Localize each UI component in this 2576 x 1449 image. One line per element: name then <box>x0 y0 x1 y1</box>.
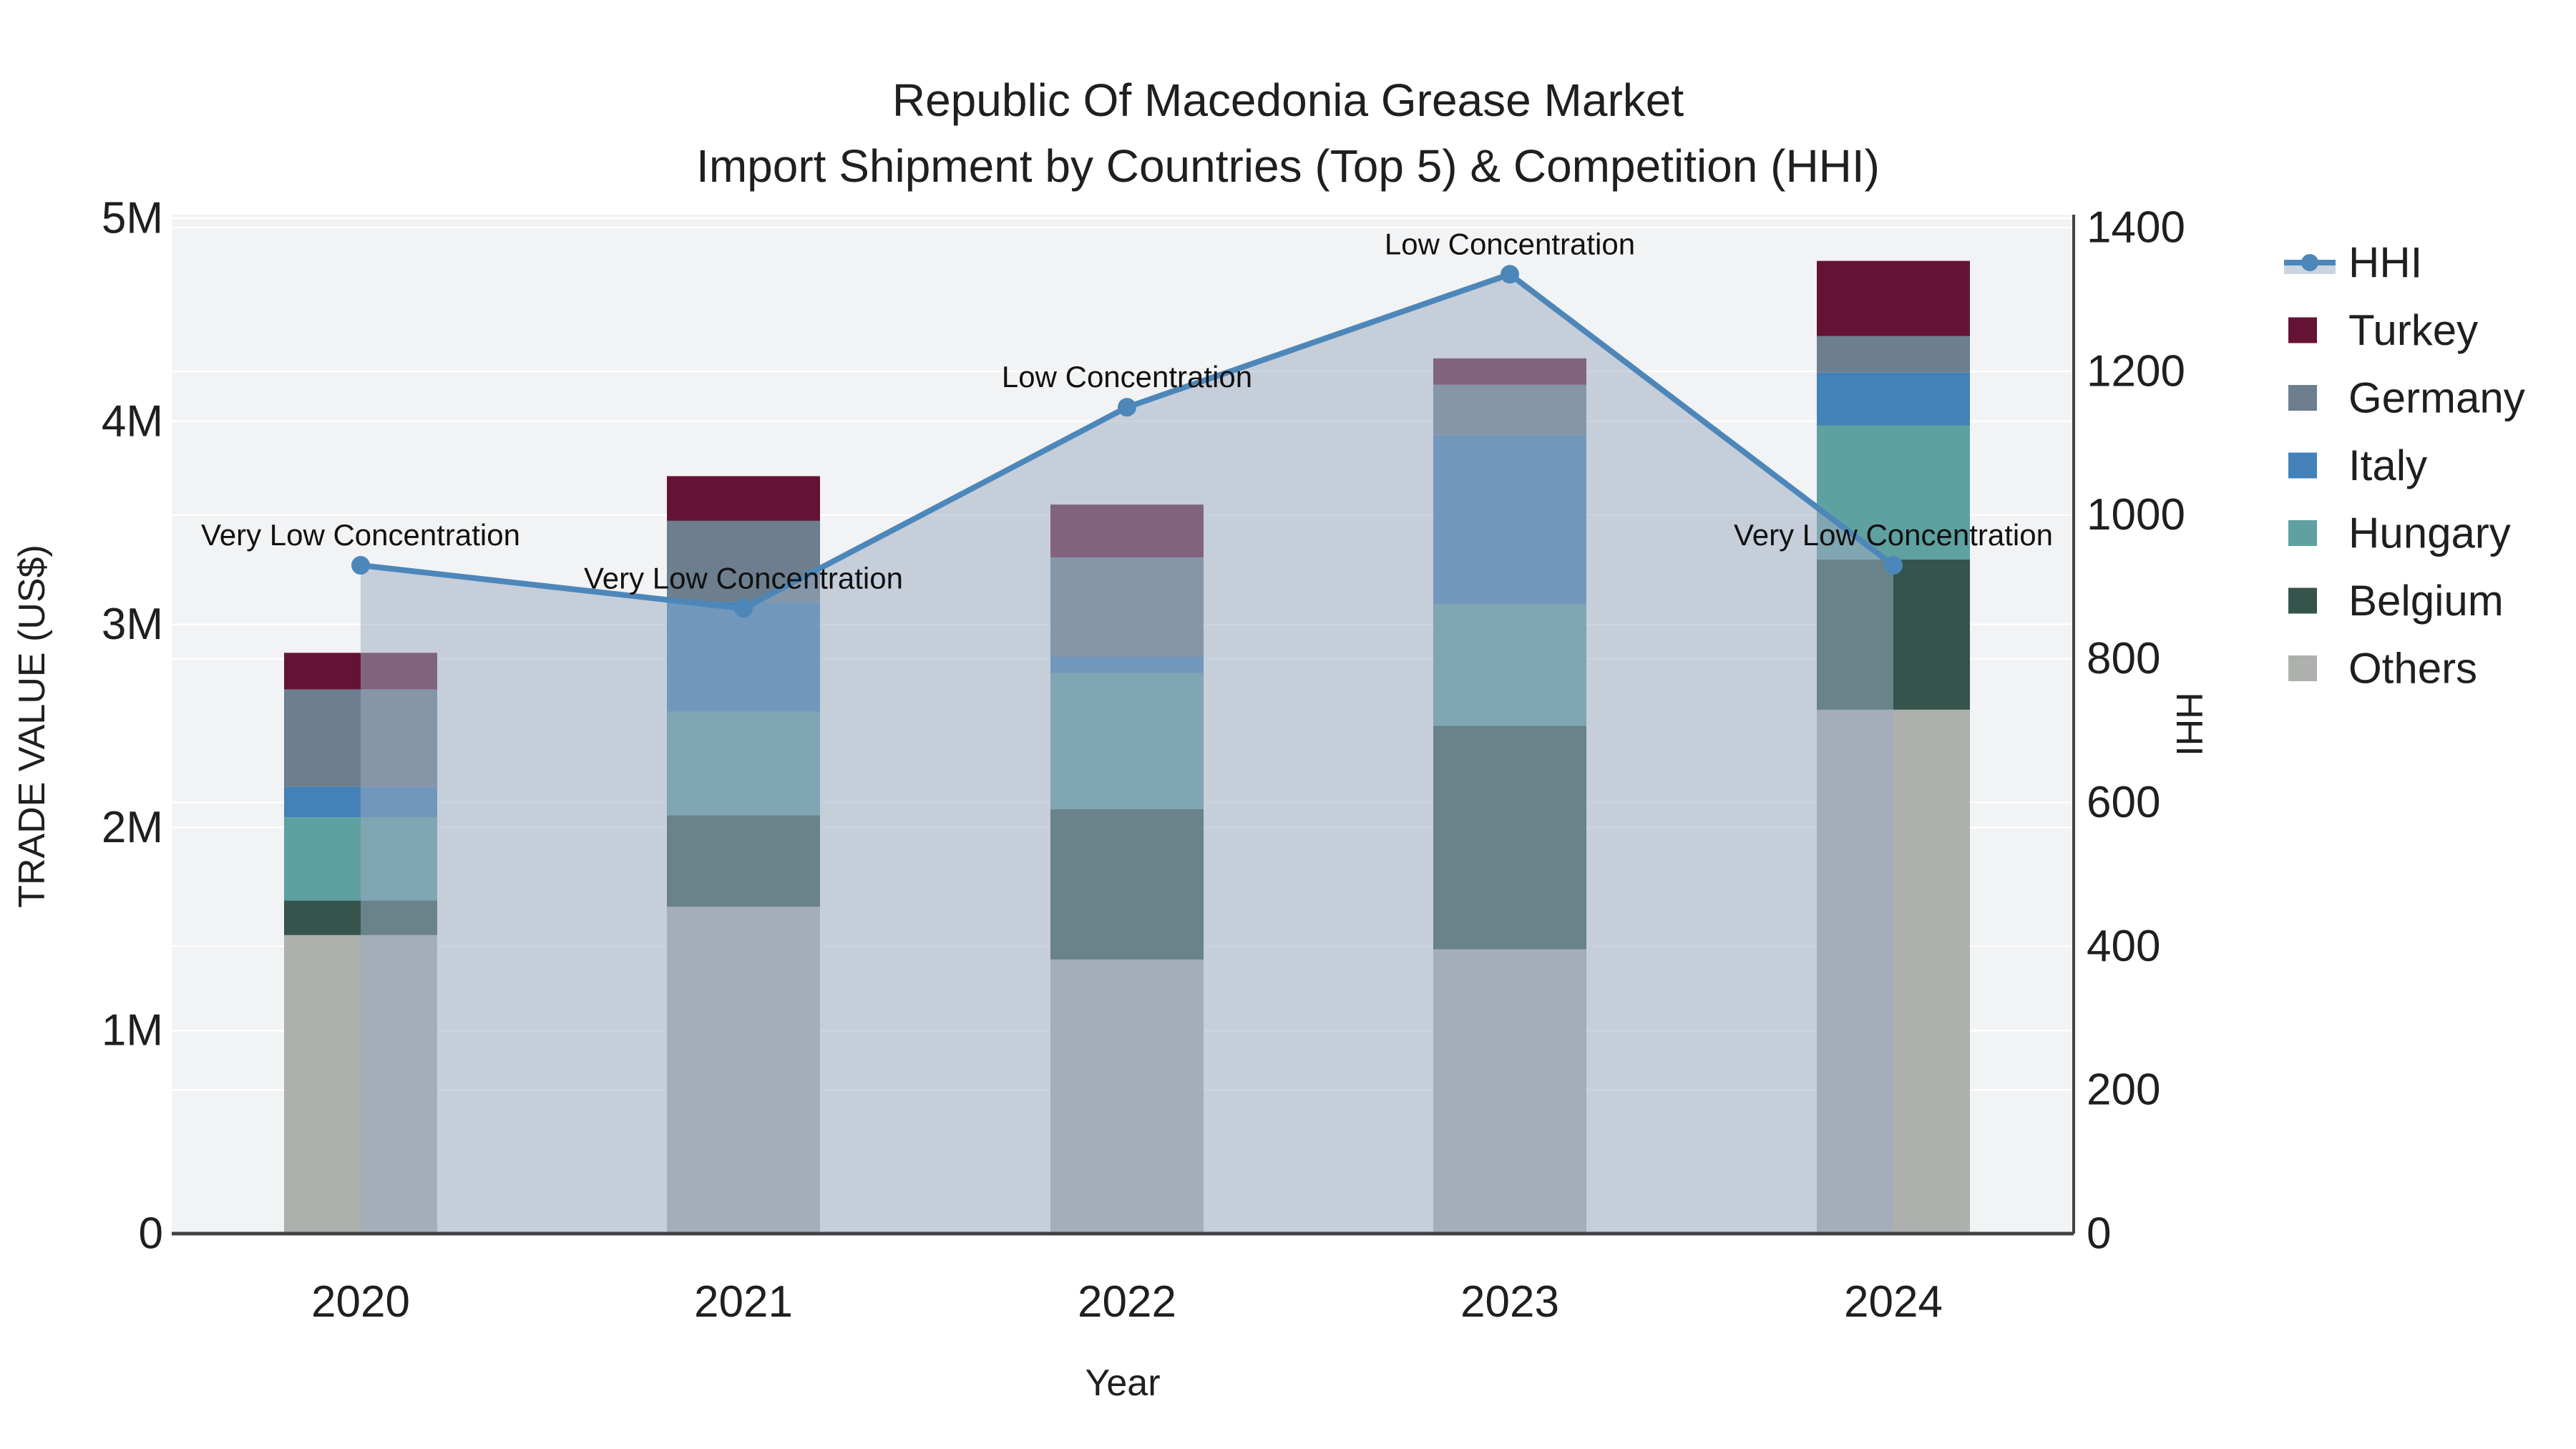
legend-item-germany[interactable]: Germany <box>2288 374 2525 422</box>
x-axis-title: Year <box>1085 1362 1160 1404</box>
annotation-2024: Very Low Concentration <box>1734 518 2053 552</box>
y-left-tick-3M: 3M <box>102 600 163 649</box>
x-tick-2023: 2023 <box>1460 1277 1559 1327</box>
bar-segment-turkey-2021[interactable] <box>667 476 820 521</box>
legend-swatch-germany <box>2288 385 2317 411</box>
y-right-tick-1200: 1200 <box>2087 346 2185 396</box>
y-right-tick-1000: 1000 <box>2087 490 2185 540</box>
legend-item-turkey[interactable]: Turkey <box>2288 306 2478 354</box>
legend-item-hhi[interactable]: HHI <box>2284 239 2422 287</box>
y-right-tick-1400: 1400 <box>2087 203 2185 253</box>
chart-title-line2: Import Shipment by Countries (Top 5) & C… <box>696 140 1880 192</box>
x-tick-2022: 2022 <box>1078 1277 1176 1327</box>
bar-segment-germany-2024[interactable] <box>1817 336 1970 373</box>
legend-label-others: Others <box>2348 645 2477 693</box>
annotation-2020: Very Low Concentration <box>201 518 520 552</box>
legend-item-italy[interactable]: Italy <box>2288 441 2427 489</box>
y-left-axis-title: TRADE VALUE (US$) <box>11 545 53 908</box>
y-right-tick-0: 0 <box>2087 1209 2111 1259</box>
legend-label-hungary: Hungary <box>2348 509 2511 557</box>
y-right-tick-400: 400 <box>2087 922 2160 971</box>
y-left-tick-1M: 1M <box>102 1006 163 1055</box>
legend-swatch-turkey <box>2288 317 2317 343</box>
legend-swatch-others <box>2288 655 2317 681</box>
y-right-tick-600: 600 <box>2087 778 2160 827</box>
hhi-marker-2024[interactable] <box>1884 556 1903 575</box>
legend-label-hhi: HHI <box>2348 239 2422 287</box>
y-right-tick-200: 200 <box>2087 1065 2160 1115</box>
legend-swatch-belgium <box>2288 587 2317 614</box>
y-left-tick-0: 0 <box>139 1209 163 1259</box>
y-left-tick-2M: 2M <box>102 803 163 852</box>
hhi-area-fill <box>361 274 1893 1234</box>
annotation-2021: Very Low Concentration <box>584 561 903 595</box>
x-tick-2020: 2020 <box>311 1277 410 1327</box>
x-tick-2024: 2024 <box>1844 1277 1943 1327</box>
hhi-marker-2022[interactable] <box>1118 398 1136 417</box>
legend-swatch-italy <box>2288 452 2317 479</box>
bar-segment-turkey-2024[interactable] <box>1817 260 1970 336</box>
y-right-tick-800: 800 <box>2087 634 2160 683</box>
legend-label-belgium: Belgium <box>2348 577 2504 625</box>
legend-item-hungary[interactable]: Hungary <box>2288 509 2511 557</box>
legend-item-others[interactable]: Others <box>2288 645 2477 693</box>
legend-label-italy: Italy <box>2348 441 2427 489</box>
y-left-tick-4M: 4M <box>102 396 163 446</box>
annotation-2023: Low Concentration <box>1385 227 1635 260</box>
hhi-marker-2021[interactable] <box>734 599 753 618</box>
hhi-marker-2023[interactable] <box>1501 265 1519 284</box>
legend-label-turkey: Turkey <box>2348 306 2478 354</box>
bar-segment-italy-2024[interactable] <box>1817 372 1970 426</box>
legend-item-belgium[interactable]: Belgium <box>2288 577 2504 625</box>
y-left-tick-5M: 5M <box>102 194 163 243</box>
x-tick-2021: 2021 <box>694 1277 793 1327</box>
y-right-axis-title: HHI <box>2168 692 2210 756</box>
annotation-2022: Low Concentration <box>1002 360 1252 394</box>
legend-swatch-hungary <box>2288 520 2317 546</box>
chart-title-line1: Republic Of Macedonia Grease Market <box>892 74 1684 126</box>
legend-label-germany: Germany <box>2348 374 2525 422</box>
legend-swatch-hhi-marker <box>2301 254 2318 271</box>
hhi-marker-2020[interactable] <box>351 556 370 575</box>
